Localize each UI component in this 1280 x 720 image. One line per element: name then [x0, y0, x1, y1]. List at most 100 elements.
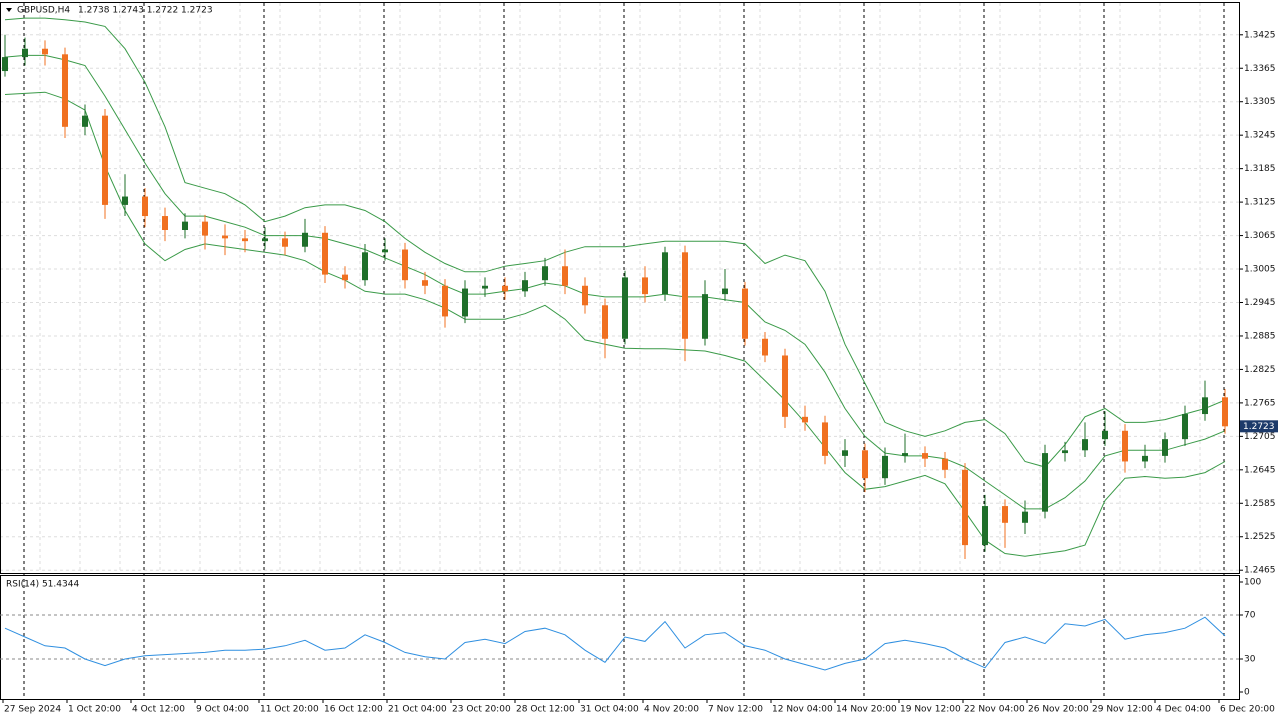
candle-body — [202, 221, 208, 236]
x-tick-label: 16 Oct 12:00 — [324, 705, 383, 715]
candle-body — [642, 277, 648, 295]
bollinger-upper — [4, 17, 1226, 468]
candle-body — [222, 235, 228, 239]
x-tick-label: 23 Oct 20:00 — [452, 705, 511, 715]
candle-body — [782, 355, 788, 417]
main-panel-frame — [0, 2, 1240, 574]
x-tick-label: 9 Oct 04:00 — [196, 705, 249, 715]
candle-body — [302, 232, 308, 247]
candle-body — [522, 280, 528, 292]
rsi-panel-frame — [0, 575, 1240, 700]
y-tick-label: 1.3005 — [1244, 265, 1276, 275]
y-tick-label: 1.3245 — [1244, 131, 1276, 141]
candle-body — [662, 252, 668, 295]
symbol: GBPUSD,H4 — [17, 6, 70, 16]
candle-body — [1042, 453, 1048, 512]
candle-body — [1122, 430, 1128, 462]
y-tick-label: 1.2945 — [1244, 298, 1276, 308]
candle-body — [182, 221, 188, 230]
bollinger-lower — [4, 91, 1226, 557]
x-tick-label: 6 Dec 20:00 — [1220, 705, 1275, 715]
price-tag — [1240, 420, 1278, 433]
y-tick-label: 1.2885 — [1244, 331, 1276, 341]
candle-body — [742, 288, 748, 339]
candle-body — [442, 285, 448, 317]
candle-body — [622, 277, 628, 339]
candle-body — [282, 238, 288, 247]
y-tick-label: 1.2585 — [1244, 499, 1276, 509]
candle-body — [1162, 439, 1168, 456]
y-tick-label: 1.2765 — [1244, 398, 1276, 408]
y-tick-label: 1.2465 — [1244, 566, 1276, 576]
candle-body — [1082, 439, 1088, 451]
ohlc-readout: 1.2738 1.2743 1.2722 1.2723 — [78, 6, 213, 16]
x-tick-label: 7 Nov 12:00 — [708, 705, 763, 715]
candle-body — [1062, 450, 1068, 454]
candle-body — [802, 416, 808, 423]
y-tick-label: 1.3365 — [1244, 64, 1276, 74]
x-tick-label: 26 Nov 20:00 — [1028, 705, 1089, 715]
candle-body — [402, 249, 408, 281]
rsi-line — [4, 616, 1226, 671]
x-tick-label: 11 Oct 20:00 — [260, 705, 319, 715]
candle-body — [1002, 506, 1008, 523]
candle-body — [382, 249, 388, 253]
candle-body — [242, 238, 248, 242]
candle-body — [822, 422, 828, 456]
candle-body — [722, 288, 728, 295]
candle-body — [162, 216, 168, 230]
candle-body — [462, 288, 468, 317]
candle-body — [1202, 397, 1208, 415]
x-tick-label: 22 Nov 04:00 — [964, 705, 1025, 715]
y-tick-label: 1.2705 — [1244, 432, 1276, 442]
candle-body — [562, 266, 568, 286]
candle-body — [882, 455, 888, 479]
rsi-title: RSI(14) 51.4344 — [6, 580, 79, 590]
candle-body — [922, 453, 928, 459]
y-tick-label: 1.2525 — [1244, 532, 1276, 542]
candle-body — [862, 450, 868, 479]
candle-body — [122, 196, 128, 205]
x-tick-label: 29 Nov 12:00 — [1092, 705, 1153, 715]
x-tick-label: 4 Oct 12:00 — [132, 705, 185, 715]
candle-body — [322, 232, 328, 275]
candle-body — [682, 252, 688, 339]
candle-body — [962, 469, 968, 546]
candle-body — [842, 450, 848, 456]
x-tick-label: 31 Oct 04:00 — [580, 705, 639, 715]
candle-body — [342, 274, 348, 281]
candle-body — [362, 252, 368, 281]
y-tick-label: 0 — [1244, 688, 1250, 698]
candle-body — [142, 196, 148, 217]
candle-body — [902, 453, 908, 456]
y-tick-label: 70 — [1244, 611, 1256, 621]
candle-body — [102, 115, 108, 205]
candle-body — [702, 294, 708, 339]
x-tick-label: 27 Sep 2024 — [4, 705, 61, 715]
candle-body — [502, 285, 508, 292]
candle-body — [42, 48, 48, 55]
candle-body — [582, 285, 588, 306]
y-tick-label: 1.3125 — [1244, 198, 1276, 208]
y-tick-label: 1.3185 — [1244, 164, 1276, 174]
y-tick-label: 1.3425 — [1244, 30, 1276, 40]
candle-body — [422, 280, 428, 286]
candle-body — [1222, 397, 1228, 427]
candle-body — [482, 285, 488, 289]
y-tick-label: 1.3065 — [1244, 231, 1276, 241]
menu-triangle[interactable] — [6, 8, 12, 12]
candle-body — [1182, 414, 1188, 440]
candle-body — [82, 115, 88, 127]
candle-body — [1022, 511, 1028, 523]
x-tick-label: 4 Nov 20:00 — [644, 705, 699, 715]
x-tick-label: 19 Nov 12:00 — [900, 705, 961, 715]
x-tick-label: 1 Oct 20:00 — [68, 705, 121, 715]
candle-body — [1102, 430, 1108, 440]
x-tick-label: 4 Dec 04:00 — [1156, 705, 1211, 715]
x-tick-label: 14 Nov 20:00 — [836, 705, 897, 715]
price-tag-label: 1.2723 — [1243, 422, 1275, 432]
y-tick-label: 1.3305 — [1244, 97, 1276, 107]
y-tick-label: 100 — [1244, 578, 1261, 588]
